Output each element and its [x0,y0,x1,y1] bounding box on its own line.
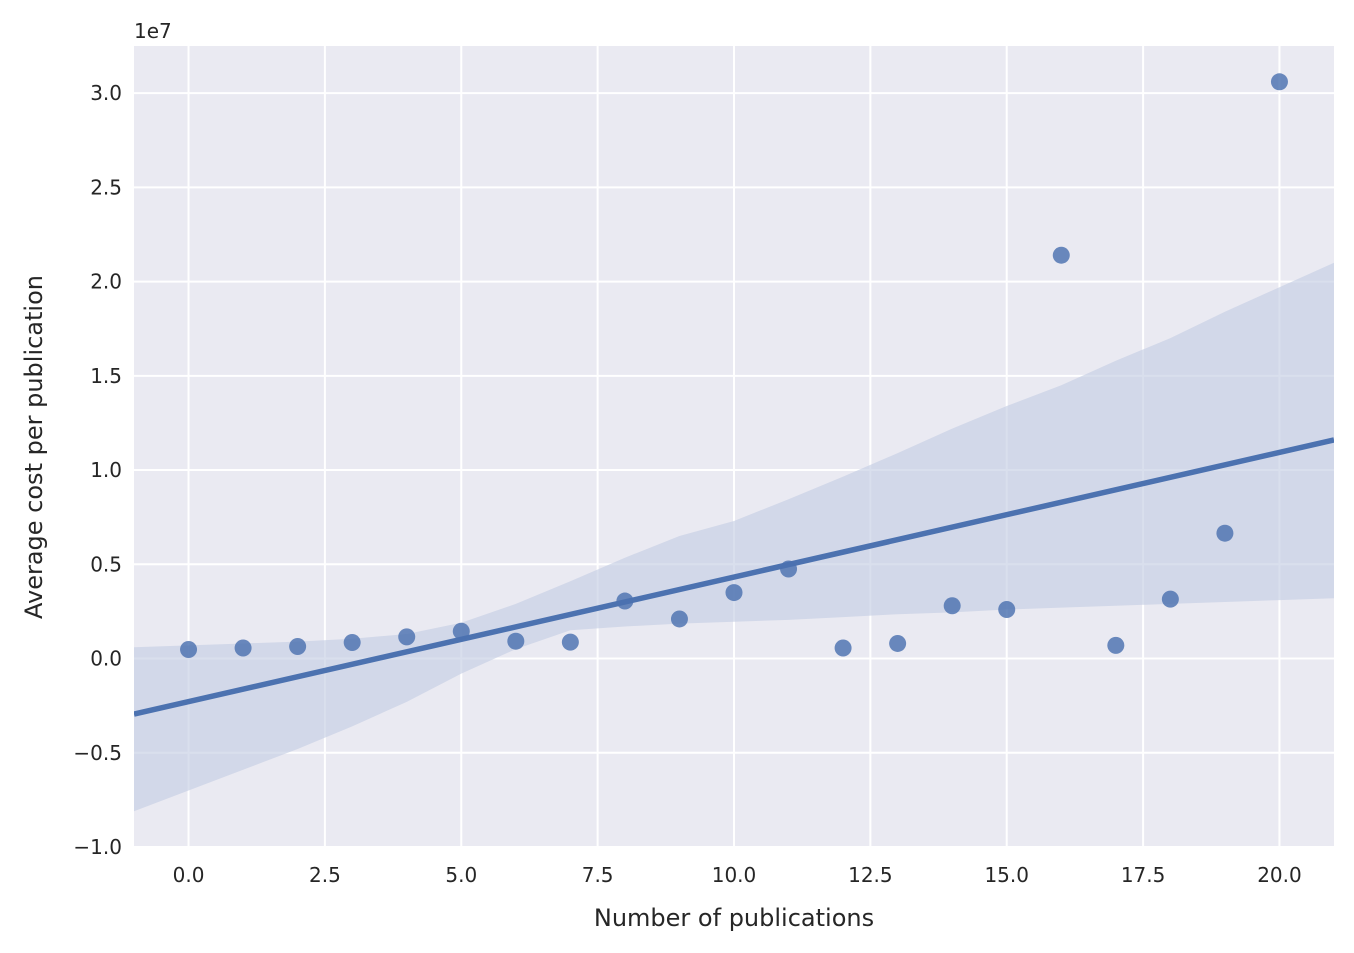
x-tick-label-6: 15.0 [984,863,1029,887]
x-tick-label-0: 0.0 [173,863,205,887]
y-tick-labels: −1.0 −0.5 0.0 0.5 1.0 1.5 2.0 2.5 3.0 [73,81,122,859]
y-tick-label-4: 1.0 [90,458,122,482]
data-point-18 [1161,590,1179,608]
y-tick-label-5: 1.5 [90,364,122,388]
grid-lines [134,46,1334,848]
y-offset-label: 1e7 [134,19,172,43]
x-axis-label: Number of publications [594,904,874,932]
regression-line [134,437,1334,717]
x-tick-label-3: 7.5 [582,863,614,887]
y-tick-label-8: 3.0 [90,81,122,105]
x-tick-label-5: 12.5 [848,863,893,887]
x-tick-label-2: 5.0 [445,863,477,887]
data-point-0 [180,640,198,658]
y-axis-label: Average cost per publication [20,275,48,619]
data-point-4 [398,628,416,646]
confidence-band [134,262,1334,812]
regression-line-layer [134,437,1334,717]
data-point-5 [452,622,470,640]
y-tick-label-7: 2.5 [90,175,122,199]
x-tick-label-7: 17.5 [1121,863,1166,887]
data-point-3 [343,634,361,652]
data-point-10 [725,584,743,602]
x-tick-label-1: 2.5 [309,863,341,887]
points-layer [180,73,1288,658]
data-point-16 [1052,246,1070,264]
data-point-8 [616,592,634,610]
y-tick-label-6: 2.0 [90,270,122,294]
y-tick-label-3: 0.5 [90,552,122,576]
data-point-15 [998,601,1016,619]
data-point-7 [561,633,579,651]
data-point-19 [1216,524,1234,542]
x-tick-label-8: 20.0 [1257,863,1302,887]
confidence-band-layer [134,262,1334,812]
x-tick-label-4: 10.0 [712,863,757,887]
y-tick-label-0: −1.0 [73,835,122,859]
y-tick-label-1: −0.5 [73,741,122,765]
data-point-13 [889,634,907,652]
data-point-9 [670,610,688,628]
data-point-12 [834,639,852,657]
y-tick-label-2: 0.0 [90,647,122,671]
data-point-1 [234,639,252,657]
data-point-17 [1107,636,1125,654]
data-point-2 [289,637,307,655]
data-point-20 [1270,73,1288,91]
data-point-14 [943,597,961,615]
data-point-6 [507,632,525,650]
x-tick-labels: 0.0 2.5 5.0 7.5 10.0 12.5 15.0 17.5 20.0 [173,863,1302,887]
data-point-11 [780,560,798,578]
